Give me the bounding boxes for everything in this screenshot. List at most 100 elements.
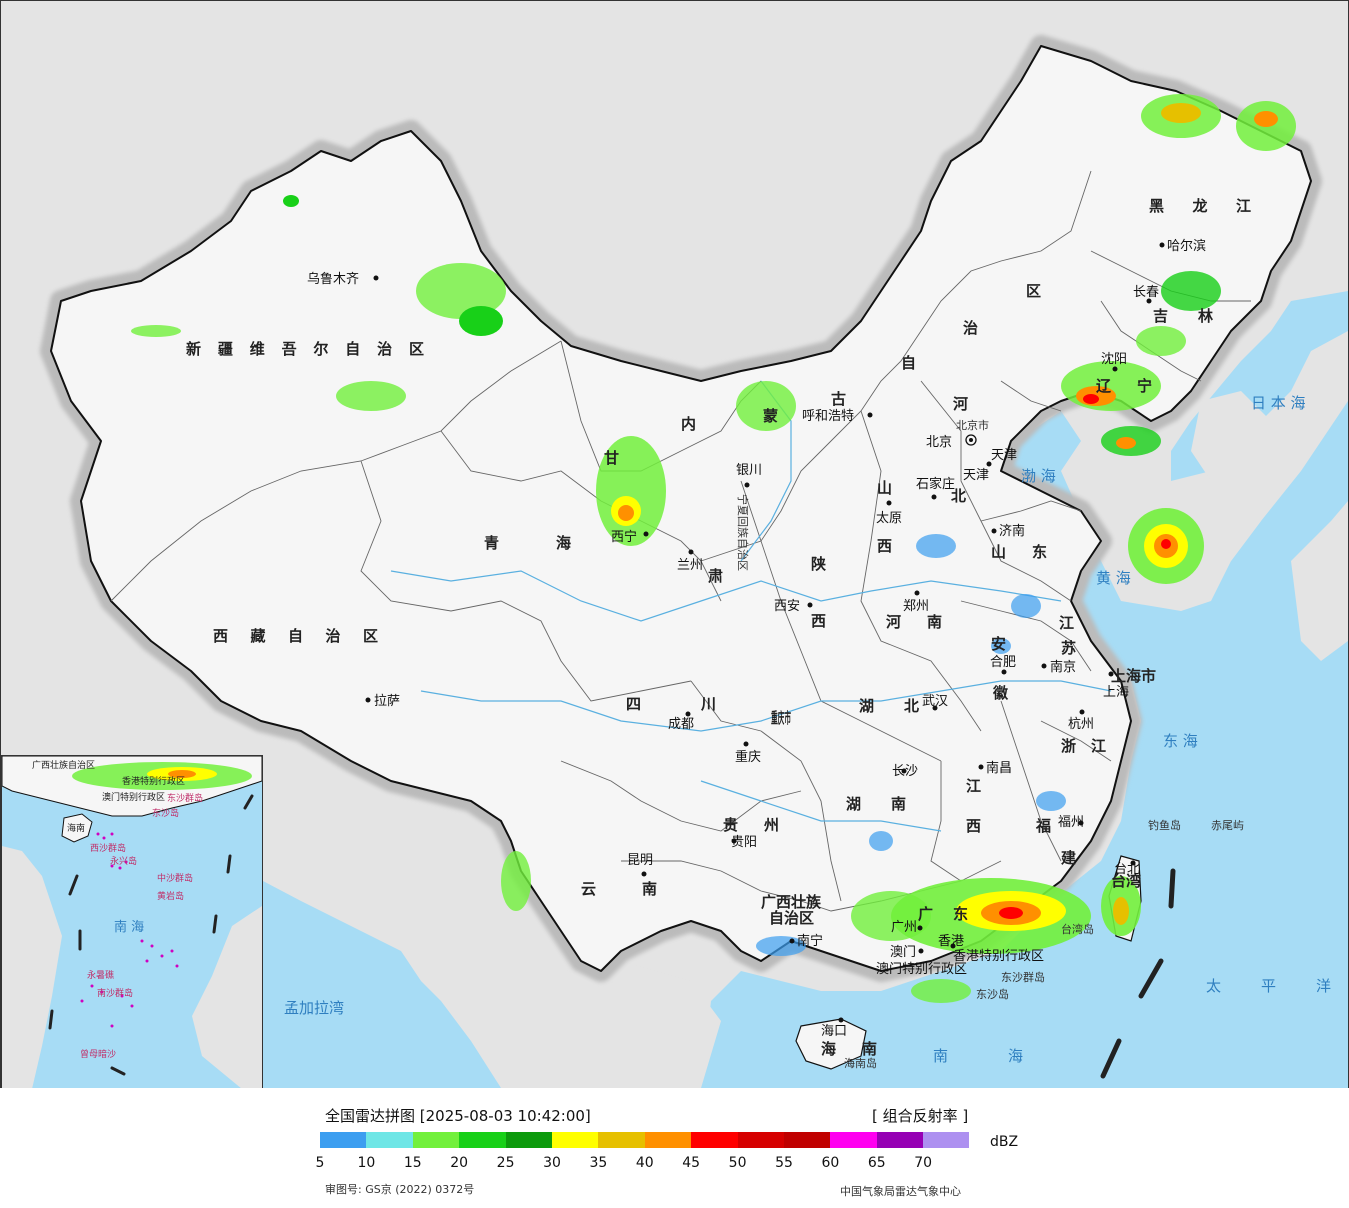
legend-swatch-6 (598, 1132, 645, 1148)
legend-tick-5: 5 (315, 1155, 325, 1171)
inset-label-ns-sea: 南 海 (114, 919, 144, 935)
label-fujian-1: 福 (1035, 817, 1051, 835)
label-taiwan-dao: 台湾岛 (1061, 922, 1094, 936)
svg-text:拉萨: 拉萨 (374, 694, 400, 709)
label-shanxi-2: 西 (877, 537, 892, 555)
svg-text:南京: 南京 (1050, 659, 1076, 675)
radar-map[interactable]: 新疆维吾尔自治区 西藏自治区 青 海 甘 肃 内 蒙 古 自 治 区 黑 龙 江… (0, 0, 1349, 1089)
label-chongqing: 重庆市 (771, 709, 791, 727)
city-shanghai: 上海 (1103, 671, 1129, 700)
label-henan: 河 南 (886, 613, 942, 631)
inset-label-yx: 永兴岛 (110, 855, 137, 867)
label-anhui-1: 安 (991, 635, 1006, 653)
legend-credit: 中国气象局雷达气象中心 (840, 1185, 961, 1198)
city-jinan: 济南 (991, 523, 1025, 539)
svg-text:武汉: 武汉 (922, 694, 948, 709)
label-jiangxi-1: 江 (966, 777, 981, 795)
inset-nine-dash-line (48, 794, 254, 1076)
legend-review-number: 审图号: GS京 (2022) 0372号 (325, 1183, 475, 1196)
label-liaoning: 辽 宁 (1096, 377, 1152, 395)
label-guangdong: 广 东 (918, 905, 968, 923)
inset-label-hk: 香港特别行政区 (122, 775, 185, 787)
legend-color-bar (320, 1132, 970, 1148)
label-nmg-1: 内 (681, 415, 696, 433)
label-donghai: 东 海 (1163, 732, 1198, 750)
label-ningxia: 宁夏回族自治区 (736, 494, 750, 571)
indochina-land (461, 881, 721, 1088)
svg-text:福州: 福州 (1058, 815, 1084, 830)
svg-text:沈阳: 沈阳 (1101, 352, 1127, 367)
city-chongqing: 重庆 (735, 741, 761, 765)
legend-swatch-12 (876, 1132, 924, 1148)
sea-bay-of-bengal (263, 881, 501, 1088)
inset-land-west (2, 846, 62, 1088)
inset-label-gx: 广西壮族自治区 (32, 759, 95, 771)
label-fujian-2: 建 (1061, 849, 1077, 867)
svg-text:昆明: 昆明 (627, 853, 653, 868)
city-macau: 澳门 (890, 944, 924, 960)
label-nanhai: 南 海 (933, 1047, 1023, 1065)
label-sichuan: 四 川 (626, 695, 716, 713)
label-jilin: 吉 林 (1153, 307, 1214, 325)
echo-gansu (596, 381, 796, 546)
legend-swatch-5 (551, 1132, 599, 1148)
legend-panel (0, 1088, 1349, 1208)
legend-swatch-1 (366, 1132, 413, 1148)
svg-text:广州: 广州 (891, 920, 917, 935)
svg-text:乌鲁木齐: 乌鲁木齐 (307, 271, 359, 287)
inset-label-dsd: 东沙岛 (152, 807, 179, 819)
svg-text:兰州: 兰州 (677, 558, 703, 573)
label-qinghai-1: 青 (484, 534, 499, 552)
inset-label-ys: 永暑礁 (87, 969, 114, 981)
label-jiangsu-2: 苏 (1061, 639, 1076, 657)
label-guizhou: 贵 州 (723, 816, 779, 834)
inset-islands (80, 832, 179, 1028)
svg-text:重庆: 重庆 (735, 749, 761, 765)
legend-tick-35: 35 (589, 1155, 608, 1171)
korea-japan-land (1191, 391, 1281, 571)
svg-text:济南: 济南 (999, 523, 1025, 539)
inset-label-xs: 西沙群岛 (90, 842, 126, 854)
label-macau: 澳门特别行政区 (876, 961, 967, 977)
city-guangzhou: 广州 (891, 920, 923, 935)
inset-label-ds: 东沙群岛 (167, 792, 203, 804)
city-beijing: 北京 (926, 434, 977, 450)
label-dongsha-dao: 东沙岛 (976, 987, 1009, 1001)
label-shandong: 山 东 (991, 543, 1047, 561)
label-xizang: 西藏自治区 (213, 627, 378, 645)
city-urumqi: 乌鲁木齐 (307, 271, 379, 287)
label-nmg-4: 自 (901, 354, 916, 372)
legend-swatch-3 (459, 1132, 506, 1148)
label-qinghai-2: 海 (556, 534, 571, 552)
inset-label-hn: 海南 (67, 822, 85, 834)
legend-tick-15: 15 (403, 1155, 422, 1171)
city-changsha: 长沙 (892, 764, 918, 779)
label-jiangxi-2: 西 (966, 817, 981, 835)
legend-tick-65: 65 (867, 1155, 886, 1171)
label-beijing-province: 北京市 (956, 418, 989, 432)
city-labels: 乌鲁木齐 拉萨 西宁 兰州 银川 呼和浩特 北京 天津 石家庄 太原 济南 郑州… (307, 238, 1206, 1039)
south-china-sea-inset: 广西壮族自治区 香港特别行政区 澳门特别行政区 东沙群岛 东沙岛 海南 西沙群岛… (1, 755, 263, 1088)
label-gansu-1: 甘 (604, 449, 619, 467)
label-hubei: 湖 北 (859, 697, 919, 715)
city-haikou: 海口 (821, 1017, 847, 1039)
legend-tick-10: 10 (357, 1155, 376, 1171)
echo-light-scattered (756, 534, 1066, 956)
label-diaoyu: 钓鱼岛 (1148, 818, 1181, 832)
inset-label-hy: 黄岩岛 (157, 890, 184, 902)
label-nmg-6: 区 (1026, 282, 1041, 300)
label-guangxi-2: 自治区 (769, 909, 814, 927)
legend-swatch-11 (830, 1132, 877, 1148)
city-hongkong: 香港 (938, 934, 964, 949)
sea-bohai (1001, 411, 1081, 481)
legend-tick-45: 45 (682, 1155, 701, 1171)
svg-text:太原: 太原 (876, 511, 902, 526)
city-wuhan: 武汉 (922, 694, 948, 711)
legend-tick-20: 20 (450, 1155, 469, 1171)
rivers (390, 380, 1112, 832)
label-mengjialawan: 孟加拉湾 (284, 999, 344, 1017)
inset-label-mo: 澳门特别行政区 (102, 791, 165, 803)
japan-land (1291, 501, 1348, 661)
label-bohai: 渤 海 (1021, 467, 1056, 485)
legend-title: 全国雷达拼图 [2025-08-03 10:42:00] (325, 1107, 591, 1125)
